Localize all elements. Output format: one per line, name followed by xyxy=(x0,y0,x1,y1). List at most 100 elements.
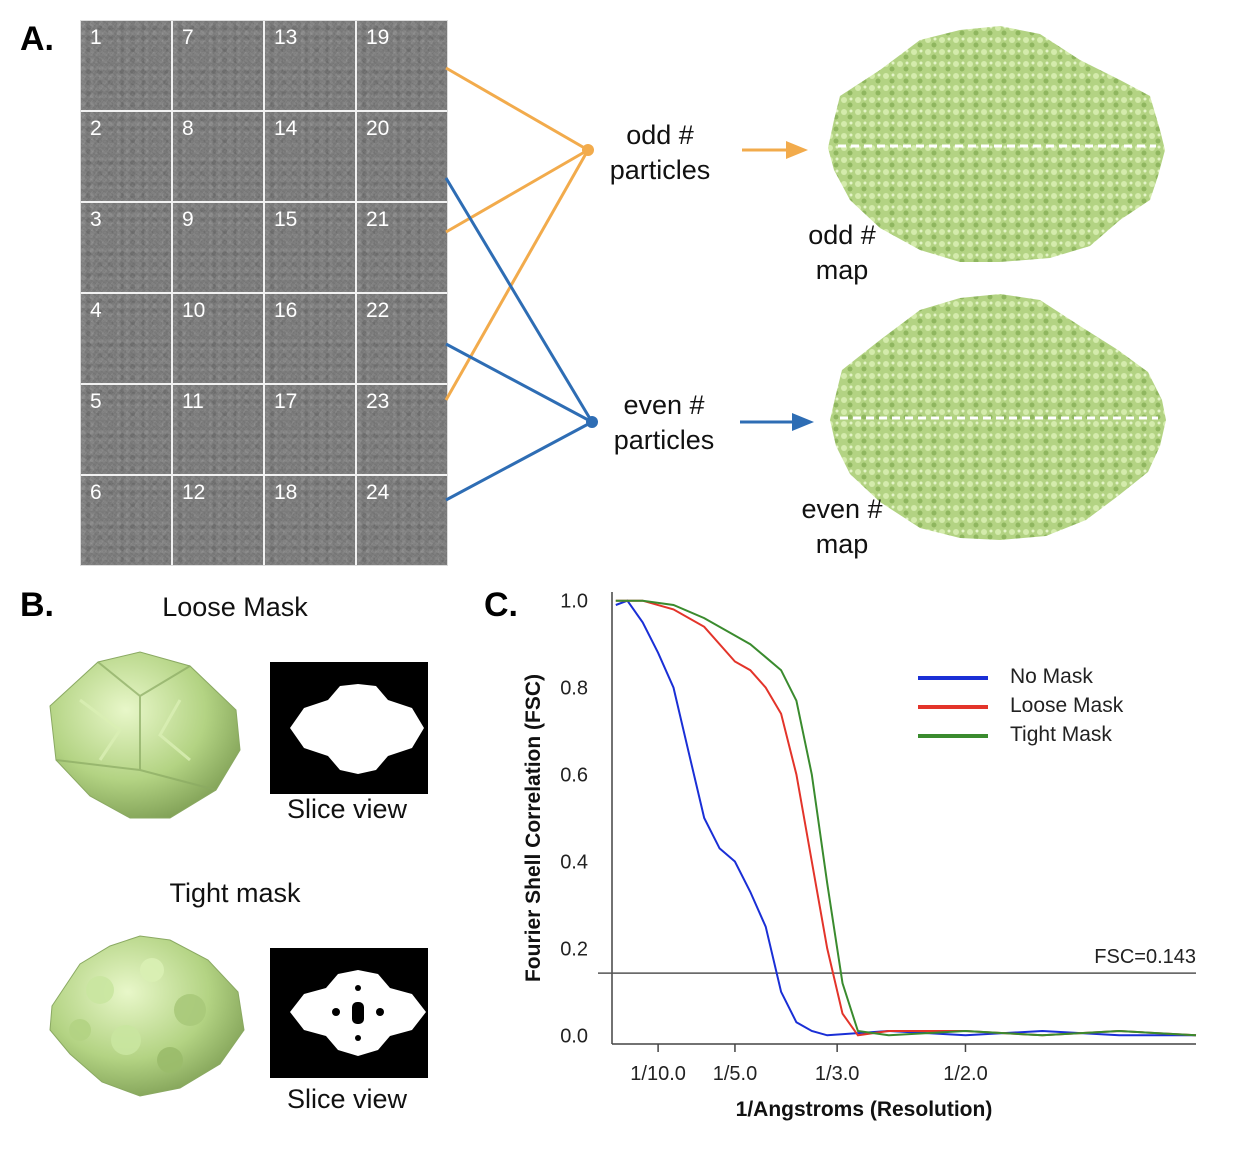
micrograph-tile: 24 xyxy=(357,476,447,565)
micrograph-tile: 5 xyxy=(81,385,171,474)
micrograph-tile: 8 xyxy=(173,112,263,201)
tight-mask-volume xyxy=(49,935,245,1097)
tile-number: 2 xyxy=(90,117,102,140)
x-tick-label: 1/10.0 xyxy=(630,1063,686,1085)
panel-label-a: A. xyxy=(20,20,54,58)
series-line-loose-mask xyxy=(615,599,1197,1037)
tile-number: 18 xyxy=(274,481,298,504)
micrograph-tile: 16 xyxy=(265,294,355,383)
micrograph-tile: 23 xyxy=(357,385,447,474)
y-tick-label: 0.4 xyxy=(560,851,588,873)
even-particles-line1: even # xyxy=(623,390,705,420)
even-split-lines xyxy=(444,177,594,502)
odd-map-density xyxy=(828,26,1165,262)
tile-number: 14 xyxy=(274,117,298,140)
panel-label-b: B. xyxy=(20,586,54,624)
micrograph-tile: 7 xyxy=(173,21,263,110)
panel-b-masks xyxy=(49,651,428,1097)
y-tick-label: 0.8 xyxy=(560,678,588,700)
odd-particles-label: odd # particles xyxy=(590,118,730,188)
tile-number: 3 xyxy=(90,208,102,231)
y-tick-label: 0.0 xyxy=(560,1025,588,1047)
odd-map-label: odd # map xyxy=(782,218,902,288)
tile-number: 19 xyxy=(366,26,390,49)
micrograph-tile: 2 xyxy=(81,112,171,201)
tile-number: 15 xyxy=(274,208,298,231)
micrograph-tile: 15 xyxy=(265,203,355,292)
tile-number: 21 xyxy=(366,208,390,231)
tile-number: 10 xyxy=(182,299,206,322)
micrograph-tile: 20 xyxy=(357,112,447,201)
micrograph-tile: 12 xyxy=(173,476,263,565)
micrograph-grid: 1 7 13 19 2 8 14 20 3 9 15 21 4 10 16 22… xyxy=(80,20,448,566)
micrograph-tile: 18 xyxy=(265,476,355,565)
tile-number: 5 xyxy=(90,390,102,413)
micrograph-tile: 9 xyxy=(173,203,263,292)
odd-junction-dot xyxy=(582,144,594,156)
micrograph-tile: 22 xyxy=(357,294,447,383)
tile-number: 20 xyxy=(366,117,390,140)
odd-map-line2: map xyxy=(815,255,869,285)
odd-particles-line1: odd # xyxy=(626,120,694,150)
legend-entry: Tight Mask xyxy=(1010,723,1112,746)
micrograph-tile: 10 xyxy=(173,294,263,383)
tile-number: 13 xyxy=(274,26,298,49)
micrograph-tile: 19 xyxy=(357,21,447,110)
even-arrow xyxy=(740,413,814,431)
tight-slice-view xyxy=(270,948,428,1078)
split-lines-diagram xyxy=(444,26,1166,540)
y-tick-label: 0.6 xyxy=(560,765,588,787)
y-tick-label: 0.2 xyxy=(560,938,588,960)
tight-slice-view-label: Slice view xyxy=(286,1084,408,1114)
tight-mask-title: Tight mask xyxy=(169,878,301,908)
x-tick-label: 1/3.0 xyxy=(815,1063,859,1085)
threshold-label: FSC=0.143 xyxy=(1094,946,1196,968)
x-tick-label: 1/2.0 xyxy=(943,1063,987,1085)
micrograph-tile: 14 xyxy=(265,112,355,201)
panel-label-c: C. xyxy=(484,586,518,624)
odd-split-lines xyxy=(444,66,590,401)
even-particles-label: even # particles xyxy=(594,388,734,458)
series-line-no-mask xyxy=(615,599,1196,1037)
tile-number: 16 xyxy=(274,299,298,322)
tile-number: 11 xyxy=(182,390,204,413)
even-map-line2: map xyxy=(815,529,869,559)
tile-number: 22 xyxy=(366,299,390,322)
tile-number: 4 xyxy=(90,299,102,322)
y-axis-title: Fourier Shell Correlation (FSC) xyxy=(522,674,545,982)
y-tick-label: 1.0 xyxy=(560,591,588,613)
micrograph-tile: 1 xyxy=(81,21,171,110)
tile-number: 7 xyxy=(182,26,194,49)
micrograph-tile: 21 xyxy=(357,203,447,292)
fsc-chart: 0.0 0.2 0.4 0.6 0.8 1.0 1/10.0 1/5.0 1/3.0 1/2.0 F… xyxy=(522,591,1197,1121)
loose-slice-view-label: Slice view xyxy=(286,794,408,824)
tile-number: 17 xyxy=(274,390,298,413)
odd-map-line1: odd # xyxy=(808,220,876,250)
tile-number: 23 xyxy=(366,390,390,413)
tile-number: 12 xyxy=(182,481,206,504)
tile-number: 1 xyxy=(90,26,102,49)
tile-number: 24 xyxy=(366,481,390,504)
tile-number: 6 xyxy=(90,481,102,504)
odd-particles-line2: particles xyxy=(609,155,711,185)
tile-number: 8 xyxy=(182,117,194,140)
even-particles-line2: particles xyxy=(613,425,715,455)
even-map-line1: even # xyxy=(801,494,883,524)
legend-entry: No Mask xyxy=(1010,665,1093,688)
micrograph-tile: 11 xyxy=(173,385,263,474)
micrograph-tile: 3 xyxy=(81,203,171,292)
micrograph-tile: 17 xyxy=(265,385,355,474)
micrograph-tile: 4 xyxy=(81,294,171,383)
micrograph-tile: 6 xyxy=(81,476,171,565)
x-axis-title: 1/Angstroms (Resolution) xyxy=(736,1098,993,1121)
series-line-tight-mask xyxy=(615,599,1197,1037)
even-map-density xyxy=(830,294,1166,540)
tile-number: 9 xyxy=(182,208,194,231)
micrograph-tile: 13 xyxy=(265,21,355,110)
even-junction-dot xyxy=(586,416,598,428)
loose-mask-volume xyxy=(49,651,241,819)
legend-entry: Loose Mask xyxy=(1010,694,1124,717)
odd-arrow xyxy=(742,141,808,159)
x-tick-label: 1/5.0 xyxy=(713,1063,757,1085)
even-map-label: even # map xyxy=(782,492,902,562)
